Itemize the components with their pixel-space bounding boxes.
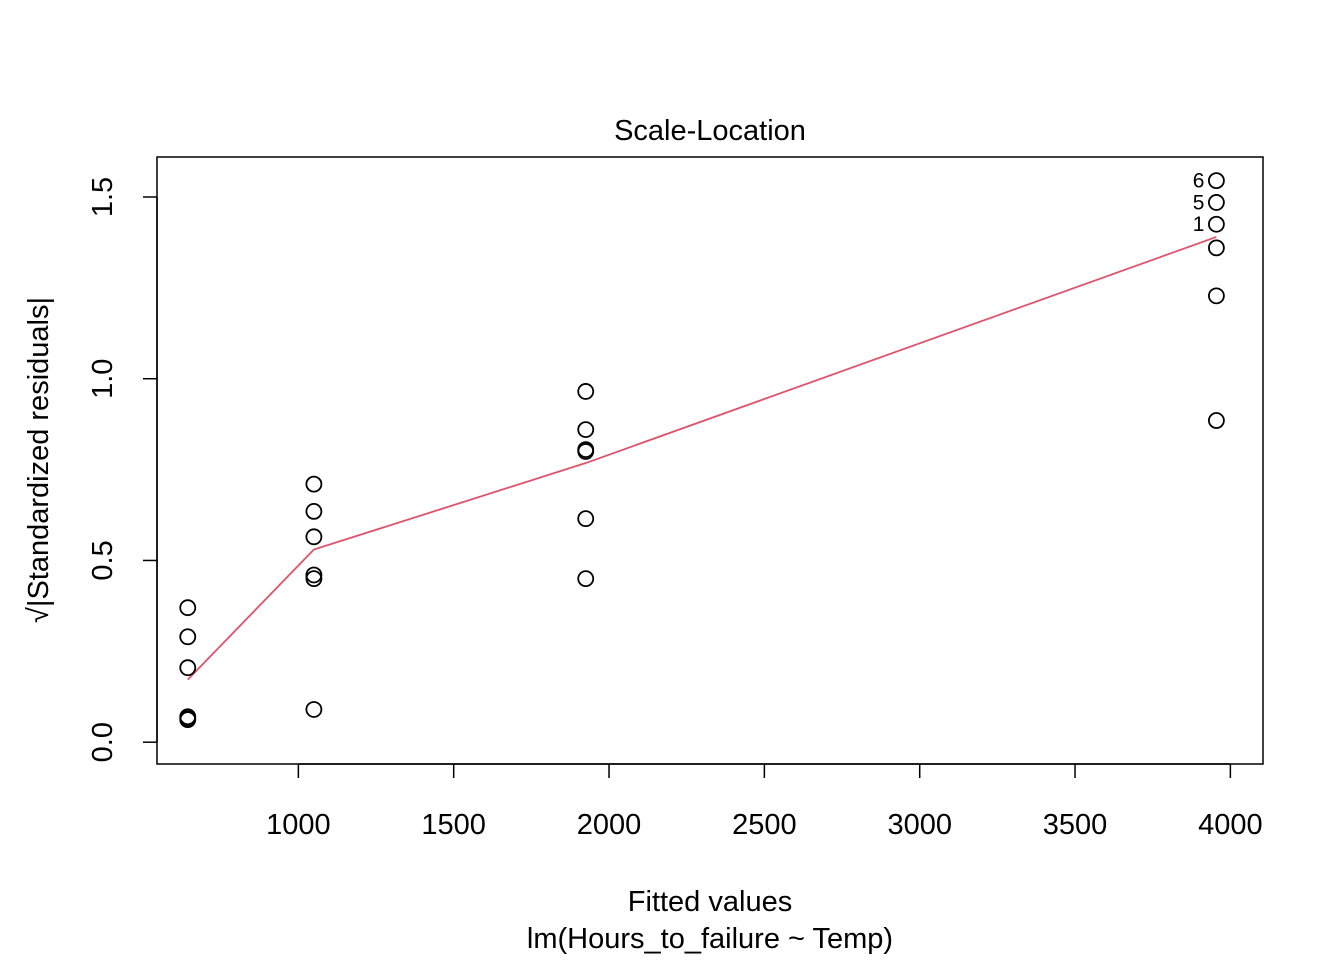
y-tick-label: 0.0: [87, 722, 119, 762]
plot-frame: [156, 156, 1264, 765]
x-tick-label: 1000: [266, 809, 331, 841]
data-point: [1207, 194, 1225, 211]
data-point: [179, 659, 197, 677]
data-point: [577, 443, 595, 460]
data-point: [305, 502, 323, 520]
point-label: 5: [1193, 191, 1205, 214]
y-axis: 0.0 0.5 1.0 1.5: [87, 177, 158, 762]
data-point: [577, 510, 595, 528]
point-label: 6: [1193, 170, 1205, 193]
data-point: [305, 570, 323, 588]
data-point: [577, 421, 595, 439]
points-layer: 651: [179, 170, 1225, 729]
data-point: [179, 711, 197, 729]
x-axis-sublabel: lm(Hours_to_failure ~ Temp): [527, 923, 893, 955]
y-axis-label: √|Standardized residuals|: [23, 297, 55, 623]
smooth-trend-line: [187, 236, 1217, 681]
x-tick-label: 3000: [887, 809, 952, 841]
data-point: [305, 566, 323, 584]
data-point: [1207, 172, 1225, 190]
data-point: [1207, 287, 1225, 305]
data-point: [577, 570, 595, 588]
data-point: [577, 383, 595, 400]
data-point: [1207, 412, 1225, 429]
x-axis: 1000 1500 2000 2500 3000 3500 4000: [266, 763, 1263, 841]
data-point: [179, 628, 197, 646]
point-label: 1: [1193, 213, 1205, 236]
x-tick-label: 3500: [1043, 809, 1108, 841]
data-point: [305, 528, 323, 546]
x-tick-label: 2000: [577, 809, 642, 841]
x-axis-label: Fitted values: [628, 886, 792, 918]
y-tick-label: 1.0: [87, 359, 119, 399]
data-point: [1207, 239, 1225, 257]
y-tick-label: 0.5: [87, 540, 119, 580]
data-point: [1207, 215, 1225, 233]
data-point: [179, 599, 197, 617]
chart-title: Scale-Location: [614, 115, 806, 147]
x-tick-label: 4000: [1198, 809, 1263, 841]
y-tick-label: 1.5: [87, 177, 119, 217]
data-point: [305, 475, 323, 493]
x-tick-label: 1500: [421, 809, 486, 841]
data-point: [305, 701, 323, 718]
x-tick-label: 2500: [732, 809, 797, 841]
